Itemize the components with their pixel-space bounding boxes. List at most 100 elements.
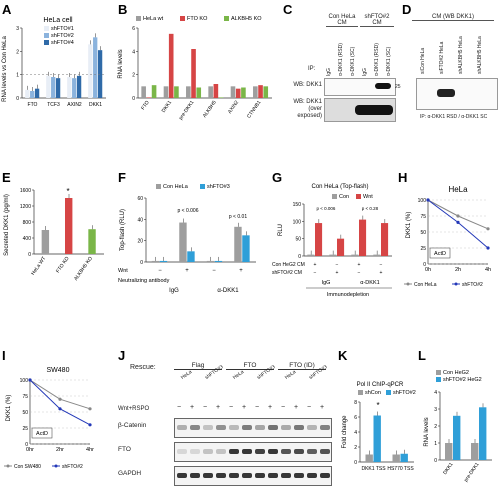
group-label: α-DKK1 <box>360 280 379 286</box>
panel-j-band <box>229 473 239 478</box>
panel-j-band <box>229 449 239 454</box>
panel-j-band <box>281 473 291 478</box>
treatment-sign: − <box>314 270 317 276</box>
bar <box>453 415 461 460</box>
y-tick-label: 2 <box>132 73 135 79</box>
panel-c-lane-label: IgG <box>326 67 332 76</box>
legend-label: shCon <box>365 390 381 396</box>
data-point <box>486 246 490 250</box>
bar <box>373 415 381 462</box>
legend-label: shFTO#3 <box>207 184 230 190</box>
chart-g-ylabel: RLU <box>278 224 284 236</box>
panel-j-band <box>177 449 187 454</box>
bar <box>30 91 35 98</box>
x-tick-label: pre-DKK1 <box>463 462 481 484</box>
panel-label-e: E <box>2 170 11 185</box>
legend-label: shFTO#2 <box>51 33 74 39</box>
bar <box>373 254 381 256</box>
panel-label-j: J <box>118 348 126 363</box>
bar <box>187 251 195 262</box>
x-tick-label: ALKBH5 <box>202 100 218 119</box>
y-tick-label: 0 <box>132 96 135 102</box>
y-tick-label: 100 <box>293 219 302 225</box>
chart-e: Secreted DKK1 (pg/ml) 0 400 800 1200 1600 HeL… <box>4 187 104 282</box>
treatment-sign: − <box>380 262 383 268</box>
y-tick-label: 50 <box>420 230 426 236</box>
panel-d-lane-label: shALKBH5 HeLa <box>458 36 464 74</box>
panel-j-treatment-sign: + <box>190 404 195 411</box>
panel-c-lane-label: α-DKK1 (RSD) <box>338 43 344 76</box>
y-tick-label: 1 <box>16 73 19 79</box>
treatment-sign: − <box>336 262 339 268</box>
y-tick-label: 8 <box>354 400 357 406</box>
bar <box>253 86 258 98</box>
legend-swatch <box>386 390 391 395</box>
y-tick-label: 50 <box>22 410 28 416</box>
x-tick-label: 2hr <box>56 447 64 453</box>
y-tick-label: 800 <box>23 220 32 226</box>
bar <box>25 89 30 98</box>
chart-a-title: HeLa cell <box>43 17 73 24</box>
bar <box>159 260 168 262</box>
bar <box>51 77 56 98</box>
panel-j-band <box>255 449 265 454</box>
panel-j-blot-label: FTO <box>118 446 131 453</box>
significance-star: * <box>376 401 379 410</box>
x-tick-label: HeLa WT <box>30 256 47 277</box>
bar <box>179 222 187 262</box>
panel-c-header-right: shFTO#2 CM <box>360 14 394 27</box>
annotation-box <box>31 427 53 439</box>
bar <box>235 88 241 98</box>
y-tick-label: 2 <box>16 49 19 55</box>
bar <box>234 226 242 262</box>
bar <box>400 453 408 462</box>
y-tick-label: 25 <box>22 426 28 432</box>
legend-label: HeLa wt <box>143 16 164 22</box>
x-tick-label: DKK1 <box>89 102 102 108</box>
x-caption: Immunodepletion <box>327 292 369 298</box>
y-tick-label: 1600 <box>20 188 31 194</box>
panel-c-header-left: Con HeLa CM <box>326 14 358 27</box>
bar <box>88 44 93 98</box>
group-label: α-DKK1 <box>217 288 239 294</box>
panel-d-footnote: IP: α-DKK1 RSD / α-DKK1 SC <box>420 114 488 120</box>
bar <box>55 78 61 98</box>
panel-d-lane-label: siFTO#2 HeLa <box>439 41 445 74</box>
panel-j-band <box>190 449 200 454</box>
panel-label-k: K <box>338 348 348 363</box>
p-value: p < 0.006 <box>178 208 199 214</box>
panel-j-subgroup-label: HeLa <box>232 369 246 381</box>
group-label: IgG <box>169 288 179 294</box>
panel-j-treatment-sign: − <box>255 404 260 411</box>
panel-d: CM (WB DKK1) siCon HeLa siFTO#2 HeLa shALK… <box>402 14 498 134</box>
y-tick-label: 400 <box>23 236 32 242</box>
panel-j-band <box>242 449 252 454</box>
legend-swatch <box>44 40 49 45</box>
chart-g: Con HeLa (Top-flash) Con Wnt RLU 0 50 100 15… <box>272 184 392 298</box>
panel-j-group-label: FTO <box>226 362 274 370</box>
y-tick-label: 4 <box>132 49 135 55</box>
bar <box>242 235 250 262</box>
panel-j-treatment-sign: + <box>320 404 325 411</box>
chart-b-ylabel: RNA levels <box>118 49 124 78</box>
legend-swatch <box>156 184 161 189</box>
x-tick-label: FTO <box>140 100 151 112</box>
y-tick-label: 50 <box>295 237 301 243</box>
panel-j-treatment-sign: − <box>307 404 312 411</box>
panel-label-d: D <box>402 2 412 17</box>
panel-label-h: H <box>398 170 408 185</box>
chart-i-title: SW480 <box>47 367 70 374</box>
panel-j-band <box>229 425 239 430</box>
y-tick-label: 0 <box>434 458 437 464</box>
panel-j-band <box>320 449 330 454</box>
legend-marker <box>406 282 410 286</box>
panel-j-blot-label: β-Catenin <box>118 422 147 429</box>
chart-b: HeLa wt FTO KO ALKBH5 KO RNA levels 0 2 4 6 FT… <box>118 16 272 121</box>
y-tick-label: 1200 <box>20 204 31 210</box>
bar <box>186 86 191 98</box>
legend-swatch <box>44 26 49 31</box>
y-tick-label: 6 <box>354 415 357 421</box>
panel-label-b: B <box>118 2 128 17</box>
panel-j-band <box>203 473 213 478</box>
